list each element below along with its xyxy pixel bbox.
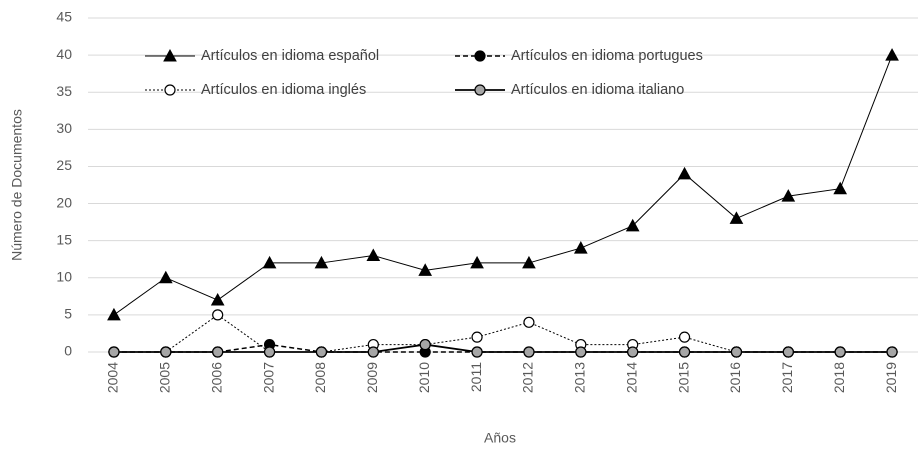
marker <box>263 346 276 358</box>
marker <box>470 255 484 269</box>
marker <box>262 255 277 269</box>
legend-marker <box>474 84 486 96</box>
legend-label: Artículos en idioma inglés <box>201 82 366 98</box>
x-tick-label: 2004 <box>105 362 121 393</box>
x-axis-label: Años <box>484 430 516 446</box>
x-tick-label: 2008 <box>312 362 328 393</box>
marker <box>367 346 379 358</box>
marker <box>782 346 794 358</box>
marker <box>678 331 691 343</box>
series-line <box>113 54 893 316</box>
y-tick-label: 25 <box>56 157 72 173</box>
marker <box>834 346 846 358</box>
x-tick-label: 2017 <box>779 362 795 393</box>
marker <box>833 181 848 195</box>
marker <box>366 248 381 262</box>
marker <box>418 263 433 276</box>
y-tick-label: 20 <box>56 194 72 210</box>
legend-marker <box>474 50 486 62</box>
legend-marker <box>164 84 176 96</box>
x-tick-label: 2019 <box>883 362 899 393</box>
y-axis-label: Número de Documentos <box>9 109 25 261</box>
x-tick-label: 2018 <box>831 362 847 393</box>
marker <box>575 346 587 358</box>
marker <box>781 189 796 202</box>
marker <box>471 346 483 358</box>
x-tick-label: 2013 <box>572 362 588 393</box>
x-tick-label: 2009 <box>364 362 380 393</box>
y-tick-label: 40 <box>56 46 72 62</box>
x-tick-label: 2010 <box>416 362 432 393</box>
marker <box>729 211 744 224</box>
x-tick-label: 2012 <box>520 362 536 393</box>
legend: Artículos en idioma español Artículos en … <box>145 48 703 98</box>
y-tick-label: 30 <box>56 120 72 136</box>
legend-label: Artículos en idioma español <box>201 48 379 64</box>
y-tick-label: 15 <box>56 231 72 247</box>
marker <box>315 346 328 358</box>
series-line <box>113 343 893 353</box>
marker <box>419 338 431 351</box>
x-tick-label: 2011 <box>468 362 484 392</box>
y-tick-label: 10 <box>56 268 72 284</box>
y-tick-label: 5 <box>64 306 72 322</box>
marker <box>210 293 225 306</box>
legend-marker <box>163 48 177 62</box>
marker <box>314 255 329 269</box>
marker <box>523 346 535 358</box>
marker <box>212 309 224 321</box>
marker <box>625 218 640 232</box>
marker <box>160 346 172 358</box>
x-tick-label: 2015 <box>675 362 691 393</box>
marker <box>522 255 536 269</box>
marker <box>523 316 535 328</box>
y-tick-label: 35 <box>56 83 72 99</box>
marker <box>573 241 588 254</box>
series-line <box>113 343 893 353</box>
marker <box>730 346 743 358</box>
x-tick-label: 2014 <box>623 362 639 393</box>
marker <box>108 346 120 358</box>
legend-label: Artículos en idioma italiano <box>511 82 684 98</box>
x-tick-label: 2005 <box>157 362 173 393</box>
x-tick-label: 2016 <box>727 362 743 393</box>
marker <box>627 346 639 358</box>
x-tick-label: 2007 <box>260 362 276 393</box>
marker <box>212 346 224 358</box>
marker <box>885 48 899 61</box>
y-tick-label: 0 <box>64 343 72 359</box>
marker <box>107 307 121 321</box>
legend-label: Artículos en idioma portugues <box>511 48 703 64</box>
y-tick-label: 45 <box>56 9 72 25</box>
marker <box>678 346 691 358</box>
marker <box>158 270 173 284</box>
marker <box>471 331 483 343</box>
series-line <box>113 314 893 353</box>
x-tick-label: 2006 <box>208 362 224 393</box>
marker <box>886 346 898 358</box>
marker <box>677 166 692 180</box>
